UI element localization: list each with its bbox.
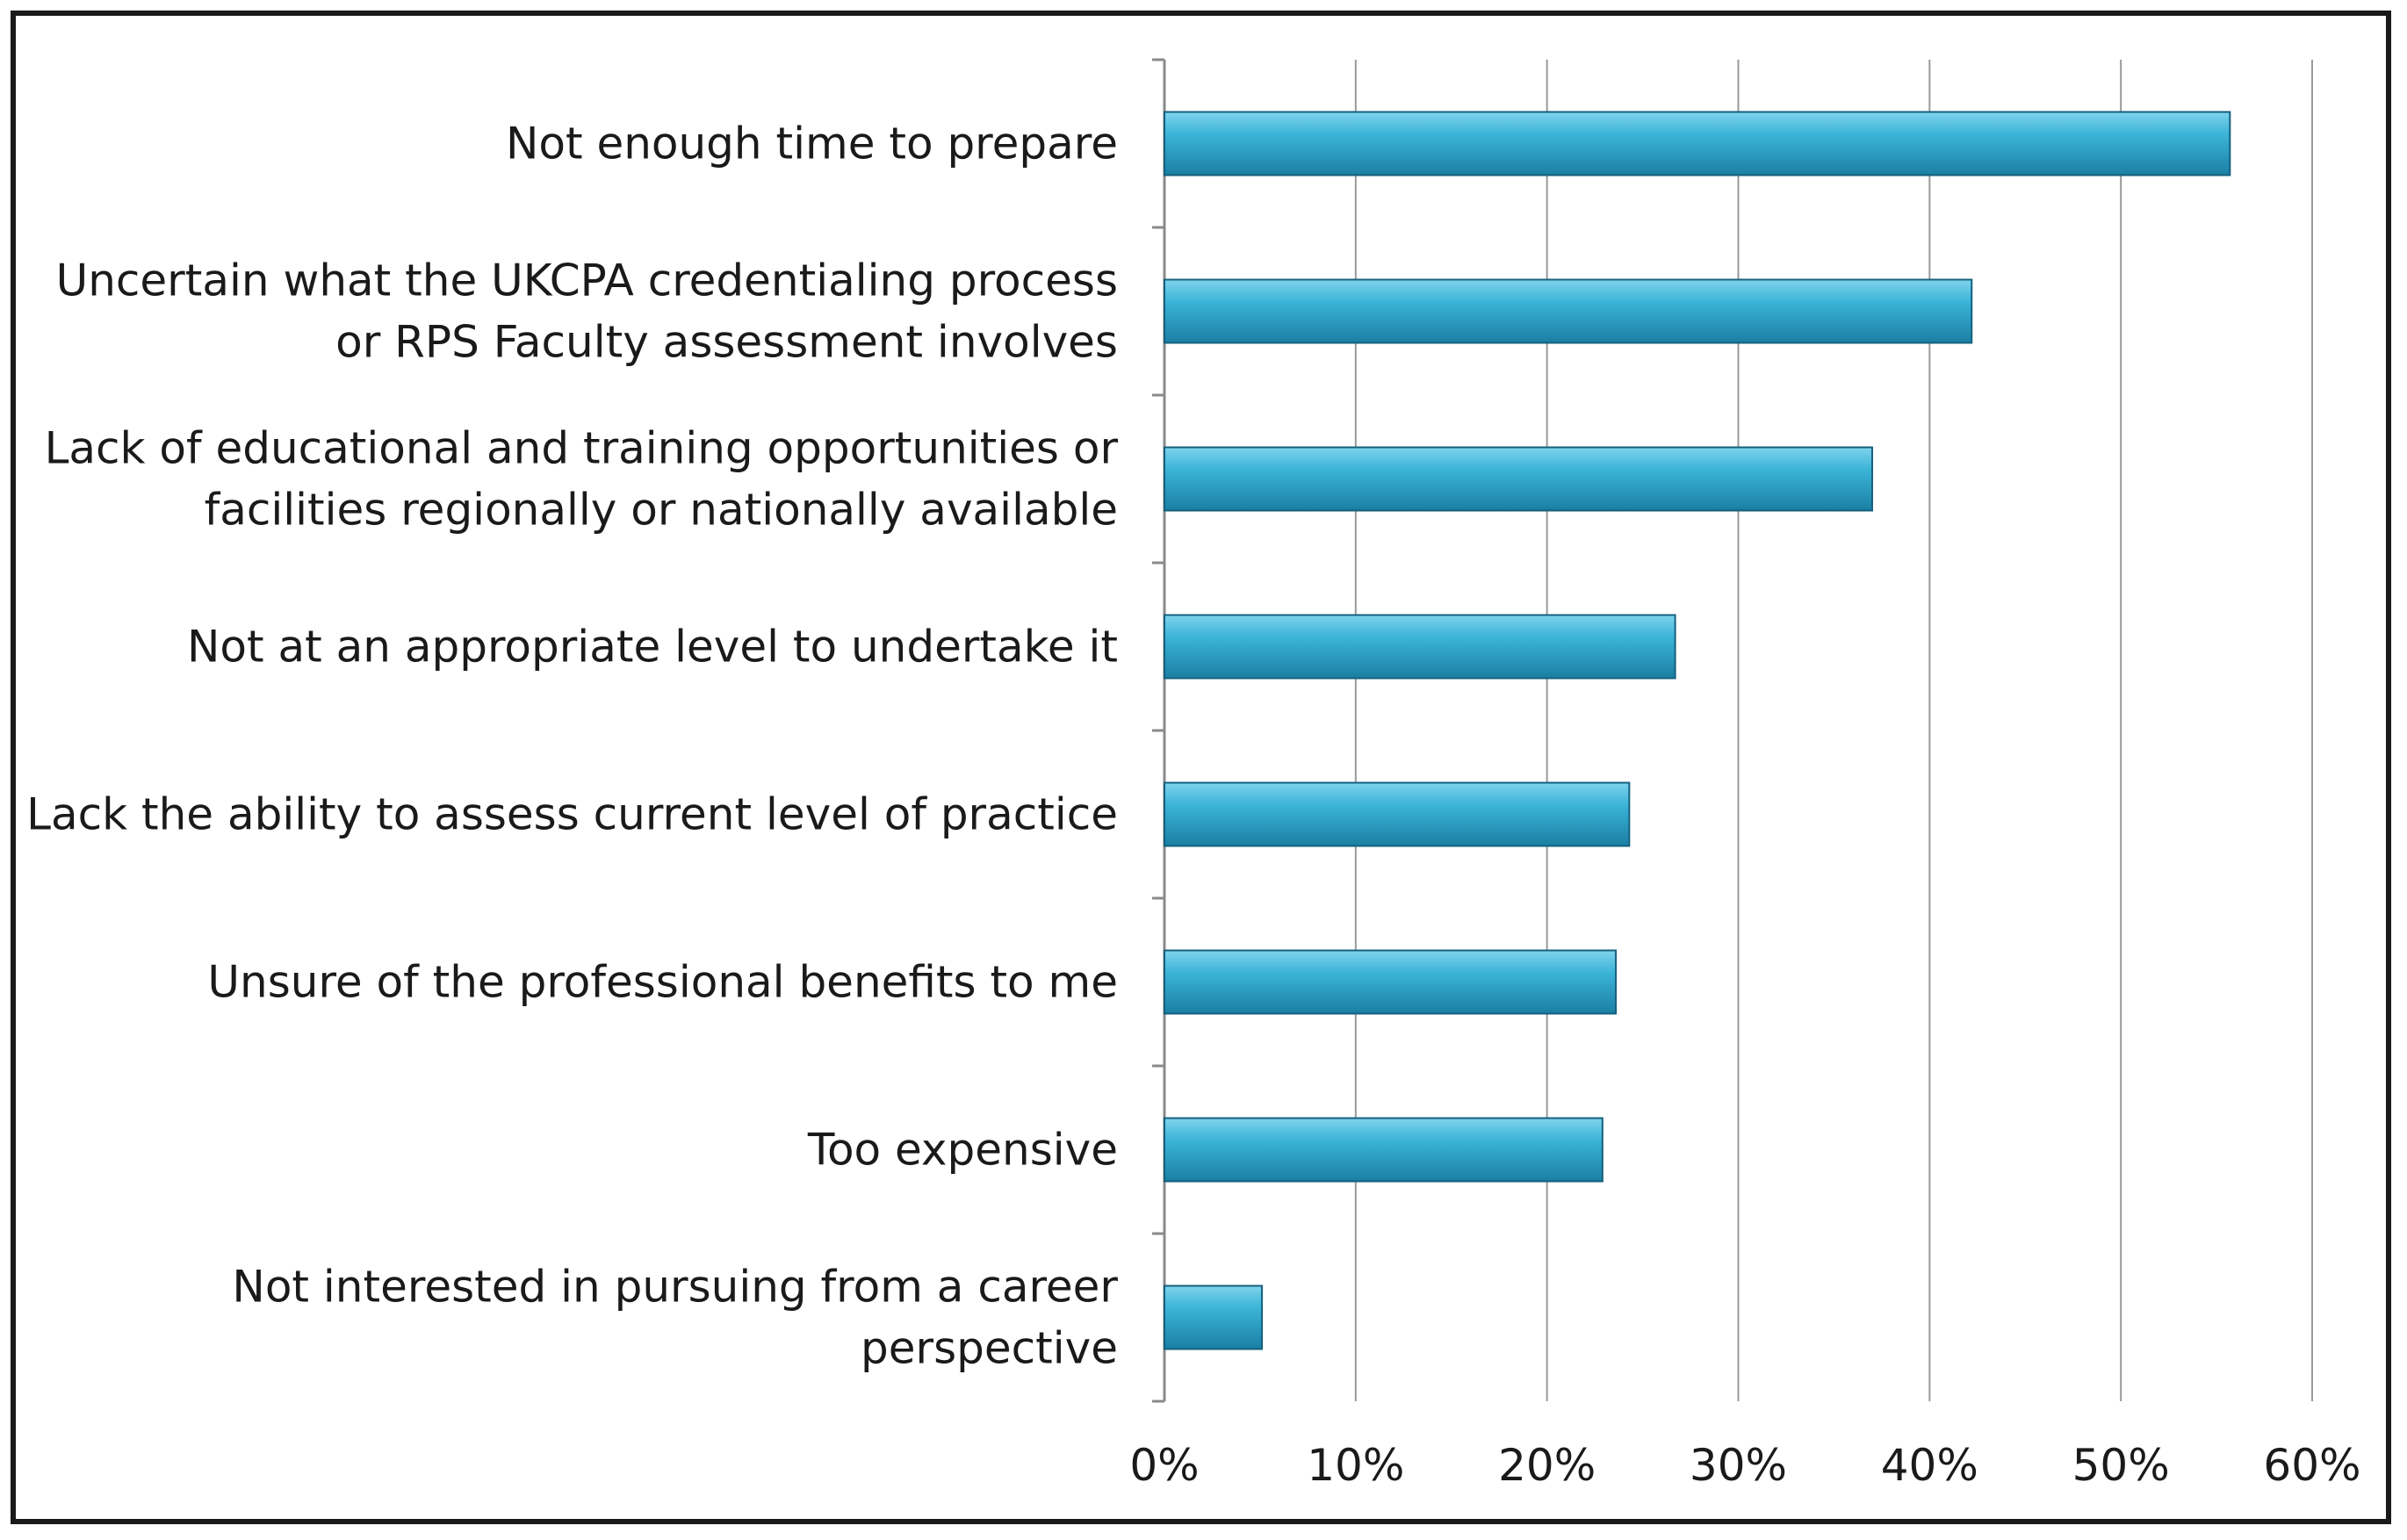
bar	[1164, 781, 1631, 847]
category-label: Not enough time to prepare	[506, 119, 1118, 169]
bar	[1164, 111, 2231, 176]
category-label: Not interested in pursuing from a career	[232, 1262, 1118, 1313]
category-label: Too expensive	[807, 1125, 1118, 1176]
category-label: Unsure of the professional benefits to m…	[207, 957, 1118, 1008]
x-tick-label: 60%	[2263, 1440, 2360, 1491]
category-label: Lack of educational and training opportu…	[45, 423, 1119, 474]
bar	[1164, 949, 1618, 1015]
gridlines	[1354, 60, 2313, 1401]
x-tick-label: 50%	[2072, 1440, 2170, 1491]
category-label: Uncertain what the UKCPA credentialing p…	[56, 255, 1118, 306]
x-tick-labels: 0% 10% 20% 30% 40% 50% 60%	[1129, 1440, 2360, 1491]
category-labels: Not enough time to prepare Uncertain what…	[26, 119, 1118, 1374]
bar-chart: Not enough time to prepare Uncertain what…	[26, 58, 2361, 1491]
bar	[1164, 1285, 1264, 1350]
x-tick-label: 10%	[1307, 1440, 1404, 1491]
bar	[1164, 446, 1873, 512]
category-label: Not at an appropriate level to undertake…	[187, 622, 1118, 673]
category-label: perspective	[861, 1323, 1118, 1374]
bars	[1164, 111, 2231, 1350]
bar	[1164, 278, 1973, 344]
category-label: facilities regionally or nationally avai…	[205, 485, 1118, 536]
chart-frame: Not enough time to prepare Uncertain what…	[11, 11, 2391, 1524]
y-axis	[1152, 58, 1166, 1403]
x-tick-label: 40%	[1881, 1440, 1978, 1491]
category-label: or RPS Faculty assessment involves	[335, 317, 1118, 368]
bar	[1164, 614, 1676, 680]
x-tick-label: 20%	[1498, 1440, 1596, 1491]
x-tick-label: 30%	[1690, 1440, 1787, 1491]
bar	[1164, 1117, 1603, 1183]
category-label: Lack the ability to assess current level…	[26, 789, 1118, 840]
x-tick-label: 0%	[1129, 1440, 1199, 1491]
